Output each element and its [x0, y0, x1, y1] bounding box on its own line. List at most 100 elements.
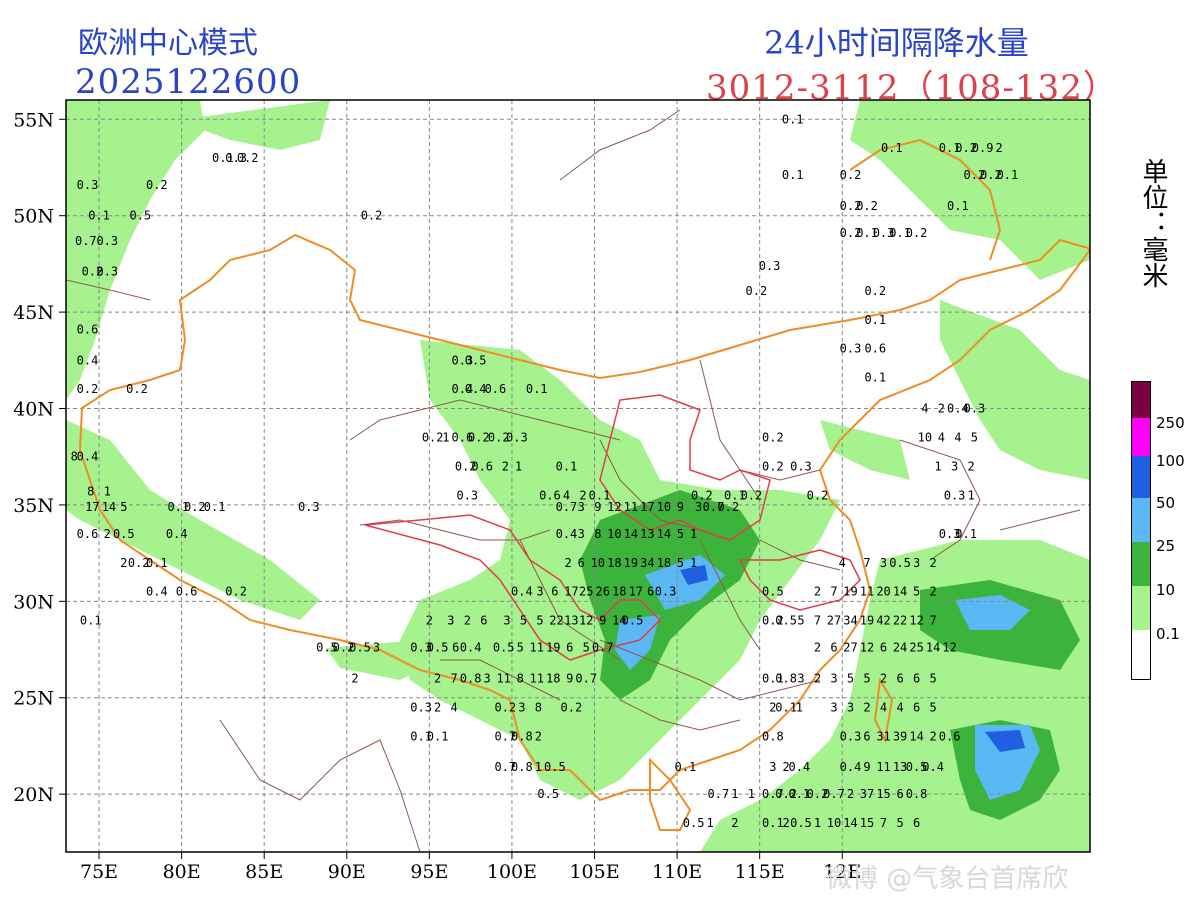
precip-value: 0.4 [465, 382, 487, 396]
precip-value: 0.2 [455, 459, 477, 473]
precip-value: 0.2 [964, 168, 986, 182]
precip-value: 3 [503, 614, 510, 628]
precip-value: 7 [880, 816, 887, 830]
precip-value: 1 [104, 484, 111, 498]
precip-value: 0.4 [922, 760, 944, 774]
precip-value: 8 [517, 671, 524, 685]
precip-value: 3 [847, 700, 854, 714]
precip-value: 0.2 [762, 614, 784, 628]
legend-color-band [1132, 498, 1150, 542]
precip-value: 2 [929, 729, 936, 743]
legend-colorbar [1131, 381, 1151, 680]
precip-value: 8 [71, 450, 78, 464]
precip-value: 34 [843, 614, 857, 628]
precip-value: 2 [579, 488, 586, 502]
precip-value: 26 [596, 585, 610, 599]
precip-value: 1 [535, 760, 542, 774]
precip-value: 0.2 [361, 209, 383, 223]
lat-tick-label: 25N [13, 688, 54, 710]
precip-value: 0.1 [167, 500, 189, 514]
precip-value: 0.2 [126, 382, 148, 396]
precip-value: 0.3 [410, 641, 432, 655]
precip-value: 4 [921, 402, 928, 416]
precip-value: 6 [480, 614, 487, 628]
precip-value: 0.5 [790, 816, 812, 830]
precip-value: 2 [769, 700, 776, 714]
precip-value: 6 [913, 671, 920, 685]
precip-value: 0.8 [762, 729, 784, 743]
precip-value: 13 [640, 527, 654, 541]
precip-value: 17 [629, 585, 643, 599]
precip-value: 6 [913, 700, 920, 714]
precip-value: 0.8 [775, 671, 797, 685]
precip-value: 0.1 [762, 816, 784, 830]
precip-value: 0.6 [471, 459, 493, 473]
precip-value: 0.5 [113, 527, 135, 541]
precip-value: 0.4 [840, 760, 862, 774]
precip-value: 25 [909, 641, 923, 655]
province-borders [66, 109, 1081, 852]
precip-value: 0.7 [703, 500, 725, 514]
precip-value: 2 [938, 402, 945, 416]
precip-value: 0.8 [511, 729, 533, 743]
precip-value: 6 [880, 641, 887, 655]
precip-value: 19 [546, 641, 560, 655]
precip-value: 6 [896, 787, 903, 801]
precip-value: 1 [690, 527, 697, 541]
lon-tick-label: 85E [245, 861, 283, 883]
precip-value: 0.7 [494, 729, 516, 743]
precip-value: 0.6 [176, 585, 198, 599]
precip-value: 14 [909, 729, 923, 743]
precip-value: 2 [814, 671, 821, 685]
precip-value: 0.3 [77, 178, 99, 192]
precip-value: 9 [599, 614, 606, 628]
precip-value: 1 [731, 787, 738, 801]
national-border [78, 138, 1090, 831]
lat-tick-label: 45N [13, 302, 54, 324]
precip-value: 18 [657, 556, 671, 570]
lat-tick-label: 40N [13, 399, 54, 421]
precip-value: 9 [566, 671, 573, 685]
precip-value: 17 [564, 585, 578, 599]
precip-value: 0.3 [452, 353, 474, 367]
precip-value: 4 [954, 430, 961, 444]
precip-value: 15 [876, 787, 890, 801]
lat-tick-label: 50N [13, 206, 54, 228]
precip-value: 6 [551, 585, 558, 599]
precip-value: 0.5 [889, 556, 911, 570]
precip-value: 14 [657, 527, 671, 541]
legend-color-band [1132, 456, 1150, 498]
precip-value: 0.2 [746, 284, 768, 298]
precip-area-very-heavy [680, 565, 1025, 752]
precip-value: 2 [731, 816, 738, 830]
precip-value: 0.2 [840, 199, 862, 213]
precip-value: 0.4 [146, 585, 168, 599]
precip-value: 0.6 [939, 729, 961, 743]
watermark-text: 微博 @气象台首席欣 [826, 864, 1069, 894]
lon-tick-label: 115E [735, 861, 785, 883]
lon-tick-label: 95E [410, 861, 448, 883]
precip-value: 12 [579, 614, 593, 628]
precip-value: 1 [796, 700, 803, 714]
precip-value: 0.4 [452, 382, 474, 396]
precip-value: 0.1 [88, 209, 110, 223]
precip-value: 0.7 [762, 787, 784, 801]
precip-value: 0.7 [575, 671, 597, 685]
precip-value: 8 [87, 484, 94, 498]
precip-value: 0.4 [788, 760, 810, 774]
precip-value: 0.2 [128, 556, 150, 570]
precip-value: 0.2 [840, 226, 862, 240]
precip-value: 2 [814, 585, 821, 599]
precip-value: 0.5 [465, 353, 487, 367]
precip-value: 0.5 [762, 585, 784, 599]
precip-value: 0.7 [75, 234, 97, 248]
precip-value: 22 [549, 614, 563, 628]
precip-value: 0.1 [212, 151, 234, 165]
precip-value-labels: 0.10.10.30.20.3 0.20.1 0.5 0.20.7 0.30.20.30… [71, 112, 1019, 830]
precip-value: 9 [594, 500, 601, 514]
legend-color-band [1132, 418, 1150, 456]
precip-value: 2 [863, 700, 870, 714]
precip-value: 27 [843, 641, 857, 655]
lon-tick-label: 90E [328, 861, 366, 883]
